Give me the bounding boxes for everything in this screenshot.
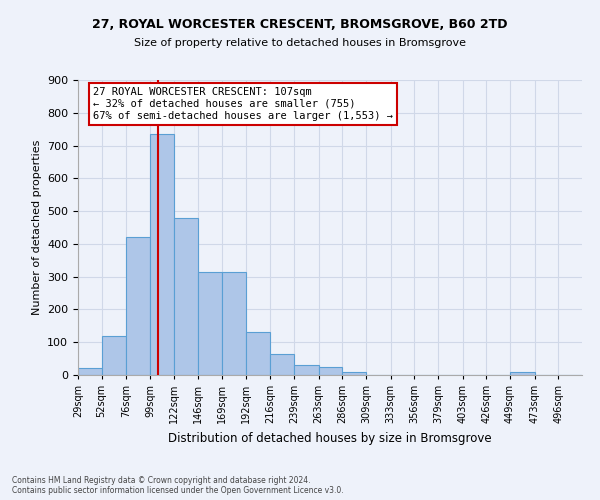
Bar [222,272,245,375]
Bar [271,354,294,375]
Bar [101,336,127,375]
Text: Contains HM Land Registry data © Crown copyright and database right 2024.
Contai: Contains HM Land Registry data © Crown c… [12,476,344,495]
Bar [127,238,150,375]
Bar [510,372,535,375]
Bar [173,218,199,375]
Bar [245,332,271,375]
Text: 27 ROYAL WORCESTER CRESCENT: 107sqm
← 32% of detached houses are smaller (755)
6: 27 ROYAL WORCESTER CRESCENT: 107sqm ← 32… [93,88,393,120]
Bar [294,365,319,375]
Bar [150,134,173,375]
Text: Size of property relative to detached houses in Bromsgrove: Size of property relative to detached ho… [134,38,466,48]
Bar [343,372,366,375]
X-axis label: Distribution of detached houses by size in Bromsgrove: Distribution of detached houses by size … [168,432,492,444]
Y-axis label: Number of detached properties: Number of detached properties [32,140,41,315]
Text: 27, ROYAL WORCESTER CRESCENT, BROMSGROVE, B60 2TD: 27, ROYAL WORCESTER CRESCENT, BROMSGROVE… [92,18,508,30]
Bar [199,272,222,375]
Bar [78,368,101,375]
Bar [319,367,343,375]
